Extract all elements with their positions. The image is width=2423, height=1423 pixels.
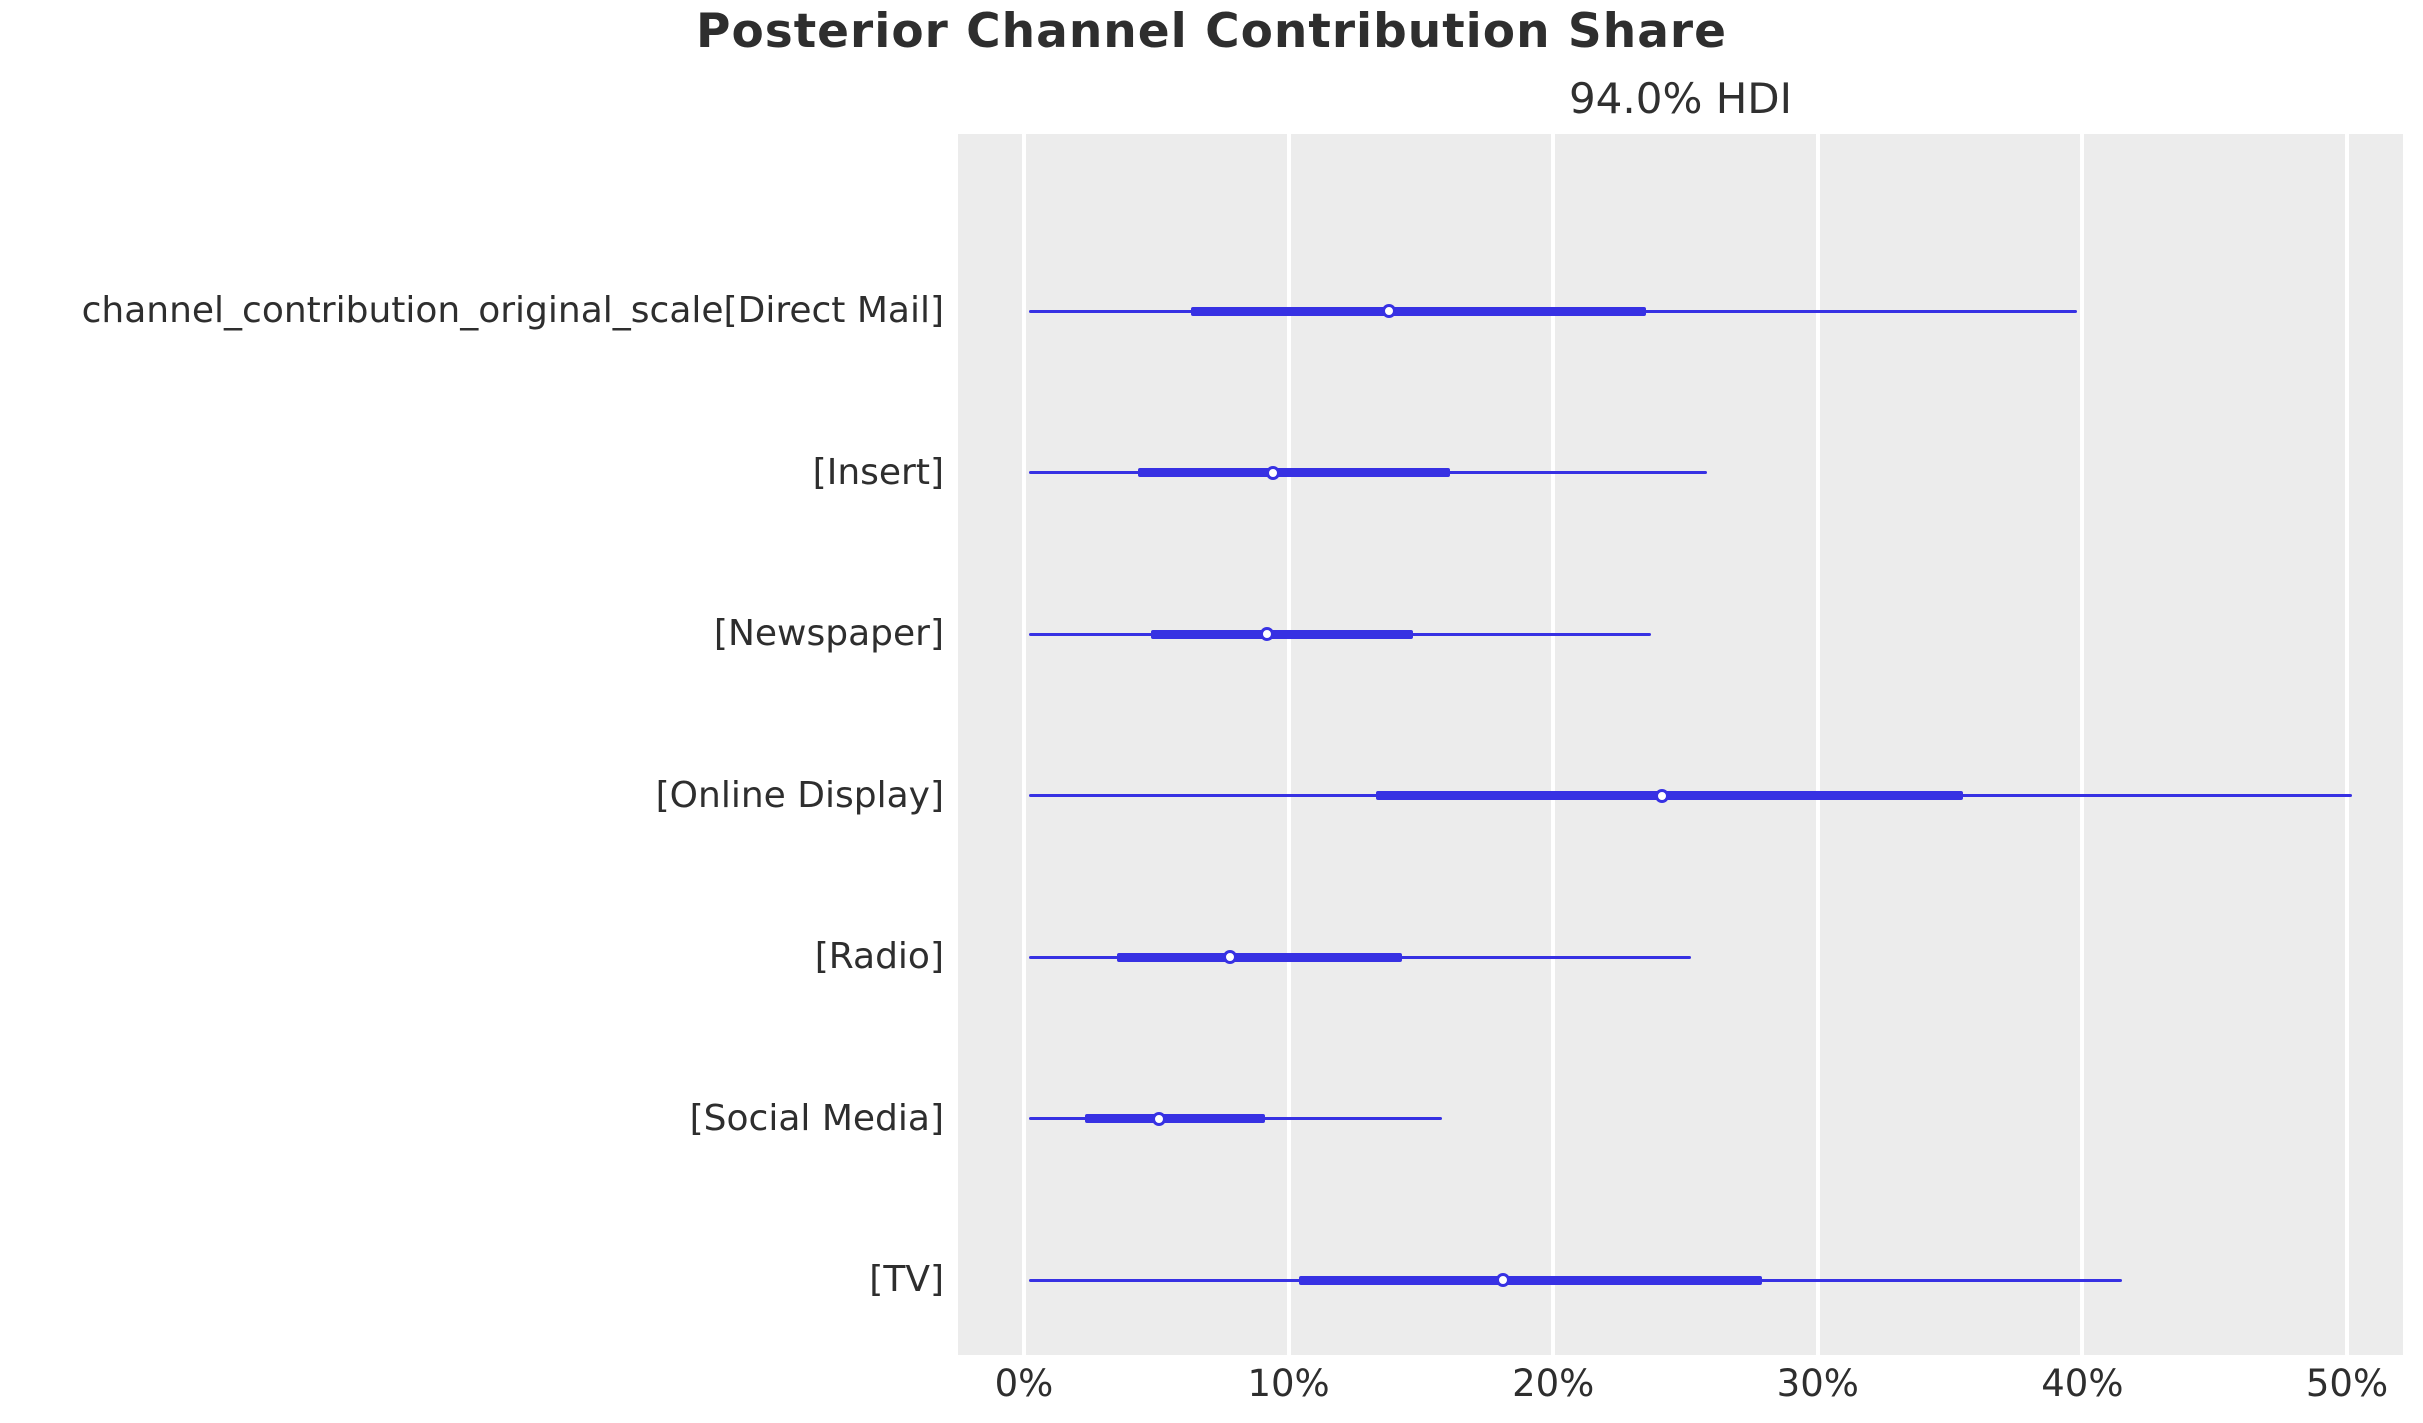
x-tick-label: 30% (1776, 1362, 1859, 1405)
gridline (2345, 134, 2349, 1355)
x-tick-label: 50% (2305, 1362, 2389, 1405)
x-tick-label: 0% (994, 1362, 1054, 1405)
median-marker (1151, 1111, 1166, 1126)
quartile-line (1299, 1275, 1763, 1285)
quartile-line (1151, 629, 1413, 639)
median-marker (1265, 465, 1280, 480)
gridline (1551, 134, 1556, 1355)
quartile-line (1116, 952, 1403, 962)
median-marker (1223, 950, 1238, 964)
x-tick-label: 20% (1512, 1362, 1595, 1405)
y-tick-label: [Online Display] (655, 774, 944, 816)
median-marker (1382, 304, 1397, 318)
y-tick-label: [TV] (869, 1259, 944, 1300)
gridline (1286, 134, 1291, 1355)
gridline (1815, 134, 1820, 1355)
x-tick-label: 40% (2041, 1362, 2124, 1405)
quartile-line (1190, 306, 1646, 316)
y-tick-label: [Social Media] (689, 1097, 944, 1139)
hdi-subtitle: 94.0% HDI (1568, 74, 1793, 123)
chart-title: Posterior Channel Contribution Share (696, 4, 1727, 59)
quartile-line (1137, 468, 1450, 477)
y-tick-label: [Insert] (812, 451, 944, 493)
y-axis-labels: channel_contribution_original_scale[Dire… (0, 134, 944, 1355)
plot-area (958, 134, 2403, 1355)
quartile-line (1084, 1114, 1265, 1123)
y-tick-label: [Newspaper] (713, 613, 944, 654)
median-marker (1654, 788, 1669, 803)
gridline (2080, 134, 2085, 1355)
x-tick-label: 10% (1247, 1362, 1330, 1405)
gridline (1022, 134, 1026, 1355)
y-tick-label: channel_contribution_original_scale[Dire… (81, 290, 944, 331)
quartile-line (1375, 791, 1964, 800)
median-marker (1495, 1273, 1510, 1287)
x-axis: 0% 10% 20% 30% 40% 50% (958, 1362, 2403, 1412)
y-tick-label: [Radio] (814, 936, 944, 977)
median-marker (1260, 627, 1275, 641)
